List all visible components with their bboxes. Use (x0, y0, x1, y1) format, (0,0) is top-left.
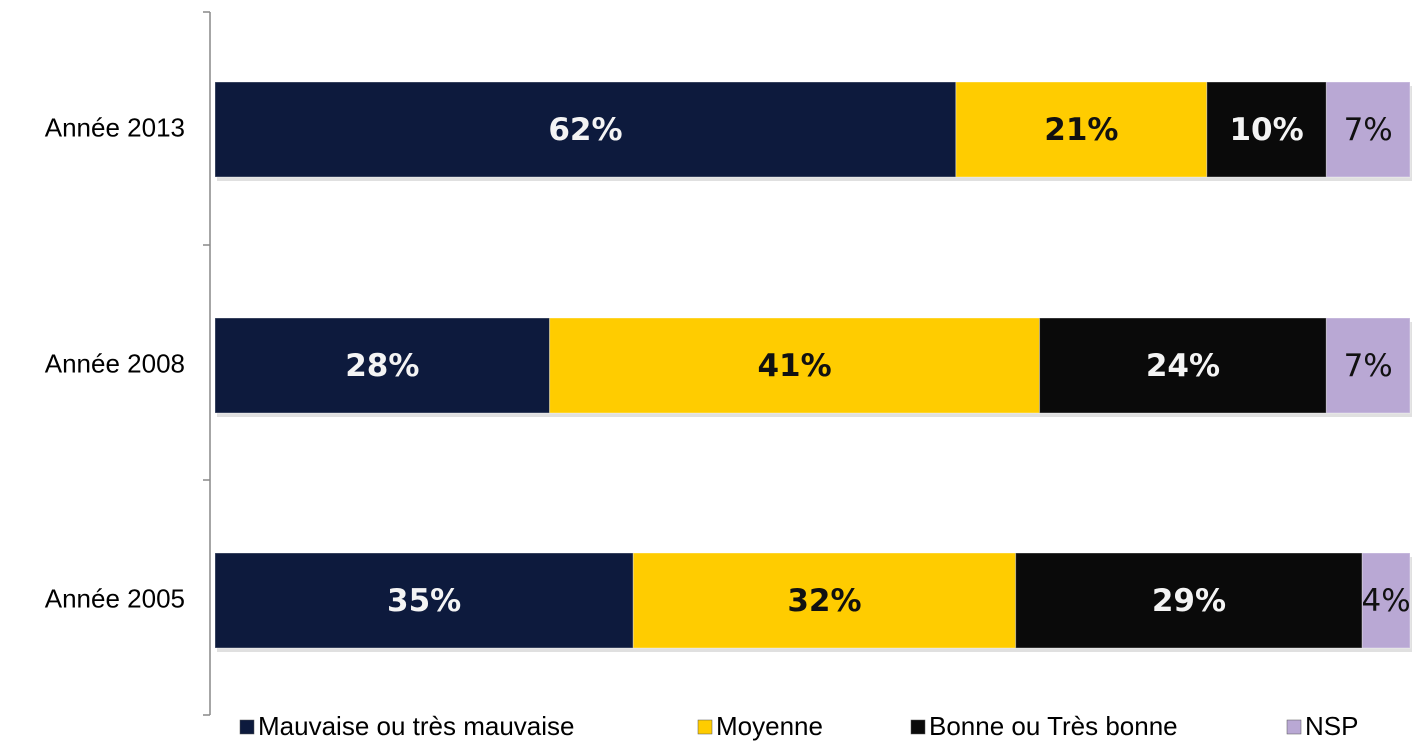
data-label: 7% (1344, 112, 1393, 148)
bar-segment (214, 317, 551, 414)
category-axis (203, 11, 211, 716)
data-label: 41% (757, 348, 831, 384)
legend-swatch (697, 719, 713, 735)
data-label: 35% (387, 583, 461, 619)
data-label: 28% (345, 348, 419, 384)
data-label: 21% (1044, 112, 1118, 148)
data-label: 4% (1362, 583, 1411, 619)
category-label: Année 2005 (45, 583, 185, 613)
legend-label: Mauvaise ou très mauvaise (258, 711, 574, 741)
bar-segment (549, 317, 1041, 414)
legend-label: Bonne ou Très bonne (929, 711, 1178, 741)
data-label: 7% (1344, 348, 1393, 384)
category-label: Année 2008 (45, 348, 185, 378)
legend-swatch (1286, 719, 1302, 735)
bar-segment (1325, 81, 1411, 178)
bar-segment (632, 552, 1017, 649)
data-label: 24% (1146, 348, 1220, 384)
data-label: 32% (787, 583, 861, 619)
legend-label: Moyenne (716, 711, 823, 741)
bar-segment (955, 81, 1208, 178)
bar-segment (1206, 81, 1327, 178)
data-label: 10% (1229, 112, 1303, 148)
bar-segment (1361, 552, 1411, 649)
data-label: 29% (1152, 583, 1226, 619)
legend-swatch (239, 719, 255, 735)
data-label: 62% (548, 112, 622, 148)
bar-segment (214, 81, 957, 178)
bar-segment (1015, 552, 1363, 649)
legend-swatch (910, 719, 926, 735)
bar-segment (1039, 317, 1327, 414)
bar-segment (1325, 317, 1411, 414)
category-label: Année 2013 (45, 112, 185, 142)
legend-label: NSP (1305, 711, 1358, 741)
